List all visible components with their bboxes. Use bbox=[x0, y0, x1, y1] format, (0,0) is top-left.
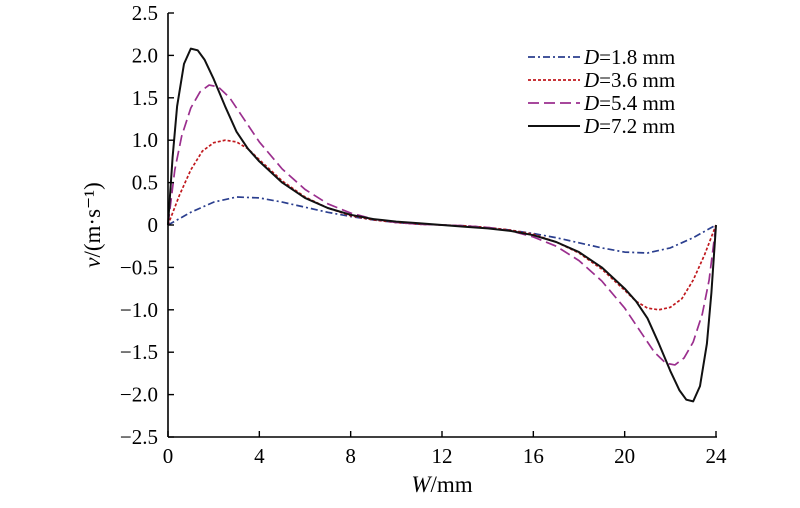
series-line-1 bbox=[167, 196, 717, 254]
x-tick-label: 24 bbox=[706, 444, 728, 468]
y-tick-label: 1.0 bbox=[132, 128, 158, 152]
y-ticks: 2.5 2.0 1.5 1.0 0.5 0 −0.5 −1.0 −1.5 −2.0 −2.5 bbox=[120, 1, 174, 449]
y-tick-label: 2.0 bbox=[132, 43, 158, 67]
legend-label-2: D=3.6 mm bbox=[583, 68, 675, 92]
y-axis-title: v/(m·s⁻¹) bbox=[80, 182, 105, 267]
series-layer bbox=[167, 47, 717, 403]
x-axis-title: W/mm bbox=[411, 472, 472, 497]
x-tick-label: 16 bbox=[523, 444, 544, 468]
x-tick-label: 12 bbox=[432, 444, 453, 468]
y-tick-label: 0 bbox=[148, 213, 159, 237]
series-line-2 bbox=[167, 139, 717, 311]
legend: D=1.8 mmD=3.6 mmD=5.4 mmD=7.2 mm bbox=[528, 45, 675, 138]
y-tick-label: −1.0 bbox=[120, 298, 158, 322]
x-tick-label: 4 bbox=[254, 444, 265, 468]
y-tick-label: −0.5 bbox=[120, 255, 158, 279]
legend-label-3: D=5.4 mm bbox=[583, 91, 675, 115]
x-ticks: 0 4 8 12 16 20 24 bbox=[163, 431, 727, 468]
y-tick-label: 2.5 bbox=[132, 1, 158, 25]
legend-label-1: D=1.8 mm bbox=[583, 45, 675, 69]
y-tick-label: −1.5 bbox=[120, 340, 158, 364]
series-line-4 bbox=[167, 47, 717, 403]
y-tick-label: −2.5 bbox=[120, 425, 158, 449]
y-tick-label: −2.0 bbox=[120, 383, 158, 407]
x-tick-label: 0 bbox=[163, 444, 174, 468]
y-tick-label: 1.5 bbox=[132, 86, 158, 110]
x-tick-label: 20 bbox=[614, 444, 635, 468]
y-tick-label: 0.5 bbox=[132, 171, 158, 195]
legend-label-4: D=7.2 mm bbox=[583, 114, 675, 138]
x-tick-label: 8 bbox=[345, 444, 356, 468]
